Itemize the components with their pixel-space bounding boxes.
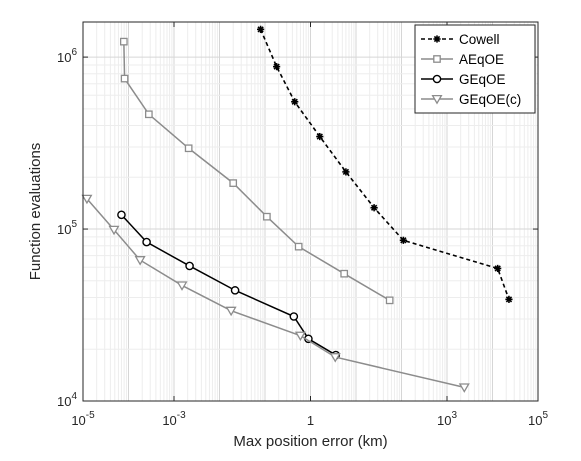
- data-point-geqoe: [289, 312, 299, 321]
- x-tick-label-base: 10: [71, 413, 85, 428]
- data-point-geqoe-c: [225, 306, 237, 317]
- legend: Cowell AEqOE GEqOE GEqOE(c): [414, 24, 536, 114]
- y-tick-label-exponent: 4: [71, 391, 77, 402]
- x-tick-label: 103: [437, 410, 457, 428]
- data-point-aeqoe: [229, 179, 238, 187]
- data-point-aeqoe: [119, 37, 128, 46]
- data-point-cowell: [273, 63, 281, 71]
- data-point-geqoe: [142, 237, 151, 247]
- x-tick-label-exponent: 5: [542, 410, 548, 421]
- circle-marker: [432, 74, 442, 84]
- legend-label: GEqOE: [459, 72, 506, 87]
- star-marker-stroke: [400, 237, 407, 244]
- x-tick-label-exponent: 3: [451, 410, 457, 421]
- legend-entry-aeqoe: AEqOE: [421, 52, 504, 67]
- star-marker-stroke: [370, 204, 378, 211]
- x-tick-label-exponent: -3: [177, 410, 186, 421]
- legend-label: Cowell: [459, 32, 500, 47]
- data-point-cowell: [291, 98, 299, 106]
- data-point-aeqoe: [340, 269, 349, 278]
- legend-label: GEqOE(c): [459, 92, 521, 107]
- y-tick-label: 105: [57, 219, 77, 237]
- data-point-aeqoe: [294, 242, 303, 251]
- star-marker-stroke: [257, 26, 264, 33]
- star-marker-stroke: [494, 265, 501, 272]
- star-marker-stroke: [316, 133, 323, 140]
- data-point-geqoe: [185, 261, 194, 271]
- legend-entry-geqoe-c: GEqOE(c): [421, 92, 521, 107]
- y-tick-label-exponent: 6: [71, 47, 77, 58]
- y-tick-label-base: 10: [57, 394, 71, 409]
- series-aeqoe: [119, 37, 394, 305]
- data-point-cowell: [316, 132, 324, 141]
- x-tick-label: 10-5: [71, 410, 95, 428]
- y-tick-label-base: 10: [57, 50, 71, 65]
- data-point-geqoe-c: [81, 194, 93, 205]
- data-point-aeqoe: [144, 110, 153, 119]
- legend-entry-cowell: Cowell: [421, 32, 500, 47]
- legend-label: AEqOE: [459, 52, 504, 67]
- star-marker-stroke: [342, 168, 350, 176]
- y-tick-label: 106: [57, 47, 77, 65]
- star-marker-stroke: [291, 98, 298, 105]
- series-cowell: [256, 25, 513, 303]
- y-tick-label: 104: [57, 391, 77, 409]
- data-point-geqoe: [230, 286, 240, 295]
- y-tick-label-exponent: 5: [71, 219, 77, 230]
- data-point-geqoe-c: [329, 353, 341, 363]
- data-point-geqoe: [117, 210, 126, 220]
- x-tick-label: 1: [307, 413, 314, 428]
- data-point-aeqoe: [263, 212, 271, 221]
- series-line-geqoe-c: [86, 198, 465, 389]
- data-point-aeqoe: [120, 74, 129, 83]
- series-geqoe: [117, 210, 341, 360]
- data-point-geqoe-c: [458, 383, 470, 393]
- x-tick-label-exponent: -5: [86, 410, 95, 421]
- x-tick-label-base: 10: [437, 413, 451, 428]
- data-point-geqoe-c: [134, 256, 146, 266]
- legend-entry-geqoe: GEqOE: [421, 72, 506, 87]
- series-layer: [81, 25, 513, 393]
- data-point-aeqoe: [385, 296, 394, 305]
- star-marker-stroke: [505, 296, 513, 303]
- x-tick-label-base: 10: [162, 413, 176, 428]
- y-axis-label: Function evaluations: [27, 143, 44, 281]
- grid: [82, 22, 539, 402]
- series-geqoe-c: [81, 194, 470, 393]
- data-point-geqoe-c: [108, 225, 120, 236]
- data-point-cowell: [370, 204, 378, 212]
- data-point-cowell: [494, 264, 502, 273]
- x-tick-label-base: 10: [528, 413, 542, 428]
- star-marker: [433, 35, 441, 43]
- data-point-cowell: [505, 295, 513, 303]
- data-point-cowell: [256, 25, 265, 33]
- data-point-cowell: [342, 168, 350, 176]
- y-tick-label-base: 10: [57, 222, 71, 237]
- data-point-geqoe-c: [176, 281, 188, 291]
- star-marker-stroke: [273, 63, 280, 70]
- star-marker-stroke: [433, 35, 441, 43]
- data-point-aeqoe: [184, 144, 193, 153]
- x-tick-label-base: 1: [307, 413, 314, 428]
- x-axis-label: Max position error (km): [233, 433, 387, 450]
- data-point-cowell: [399, 236, 407, 244]
- x-tick-label: 105: [528, 410, 548, 428]
- data-point-geqoe-c: [294, 331, 306, 342]
- triangle-marker: [431, 94, 443, 105]
- x-tick-label: 10-3: [162, 410, 186, 428]
- square-marker: [433, 55, 441, 63]
